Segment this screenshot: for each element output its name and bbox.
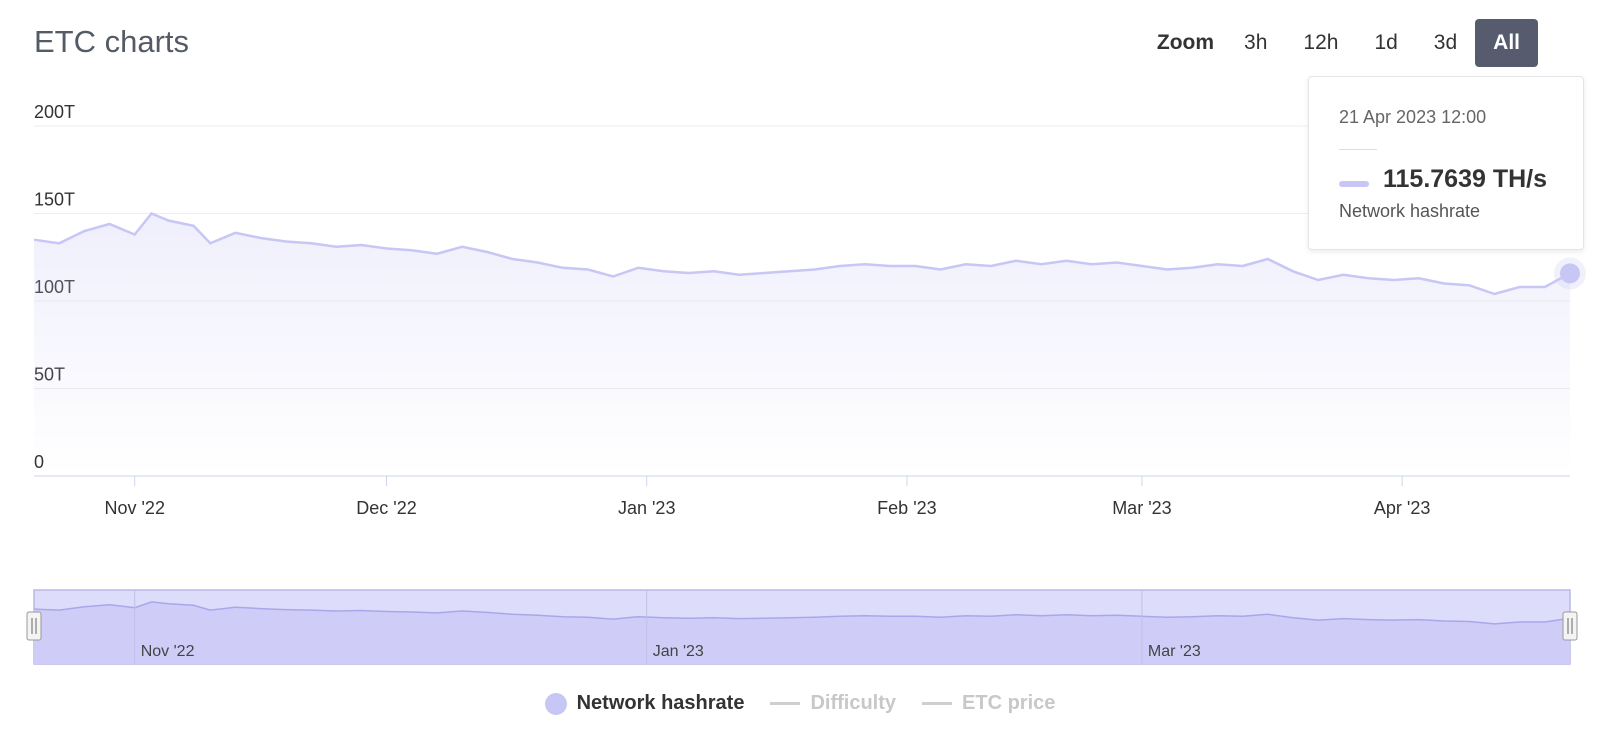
zoom-controls: Zoom 3h 12h 1d 3d All [1157, 18, 1538, 68]
tooltip-divider [1339, 149, 1377, 150]
x-tick-label: Mar '23 [1112, 498, 1171, 518]
navigator-tick-label: Jan '23 [653, 643, 704, 660]
series-area [34, 213, 1570, 476]
x-tick-label: Nov '22 [104, 498, 164, 518]
legend-item-etc-price[interactable]: ETC price [922, 692, 1055, 715]
navigator-tick-label: Mar '23 [1148, 643, 1201, 660]
x-tick-label: Apr '23 [1374, 498, 1430, 518]
hover-point [1560, 263, 1580, 284]
legend: Network hashrate Difficulty ETC price [0, 692, 1600, 715]
x-tick-label: Feb '23 [877, 498, 936, 518]
legend-marker-circle-icon [544, 692, 567, 715]
tooltip-date: 21 Apr 2023 12:00 [1339, 107, 1487, 127]
x-tick-label: Dec '22 [356, 498, 416, 518]
y-tick-label: 150T [34, 190, 75, 210]
navigator-line [33, 601, 1571, 625]
navigator-tick-label: Nov '22 [141, 643, 195, 660]
zoom-button-1d[interactable]: 1d [1374, 31, 1398, 54]
zoom-button-all[interactable]: All [1475, 19, 1538, 67]
tooltip-series-name: Network hashrate [1339, 201, 1481, 221]
x-tick-label: Jan '23 [618, 498, 675, 518]
y-tick-label: 200T [34, 102, 75, 122]
zoom-button-3d[interactable]: 3d [1433, 31, 1458, 54]
legend-label: Difficulty [810, 692, 897, 714]
tooltip-value: 115.7639 TH/s [1383, 165, 1548, 193]
legend-item-difficulty[interactable]: Difficulty [770, 692, 896, 715]
tooltip-series-swatch [1339, 181, 1369, 187]
navigator-handle-left[interactable] [26, 611, 42, 641]
legend-item-network-hashrate[interactable]: Network hashrate [544, 692, 745, 715]
series-line [33, 211, 1571, 296]
legend-label: ETC price [962, 692, 1056, 714]
tooltip: 21 Apr 2023 12:00 115.7639 TH/s Network … [1308, 76, 1584, 250]
zoom-button-12h[interactable]: 12h [1303, 31, 1339, 54]
legend-label: Network hashrate [576, 692, 745, 714]
chart-title: ETC charts [34, 24, 190, 59]
legend-marker-line-icon [770, 702, 801, 705]
zoom-label: Zoom [1156, 31, 1215, 54]
legend-marker-line-icon [922, 702, 953, 705]
zoom-button-3h[interactable]: 3h [1244, 31, 1268, 54]
navigator-handle-right[interactable] [1562, 611, 1578, 641]
